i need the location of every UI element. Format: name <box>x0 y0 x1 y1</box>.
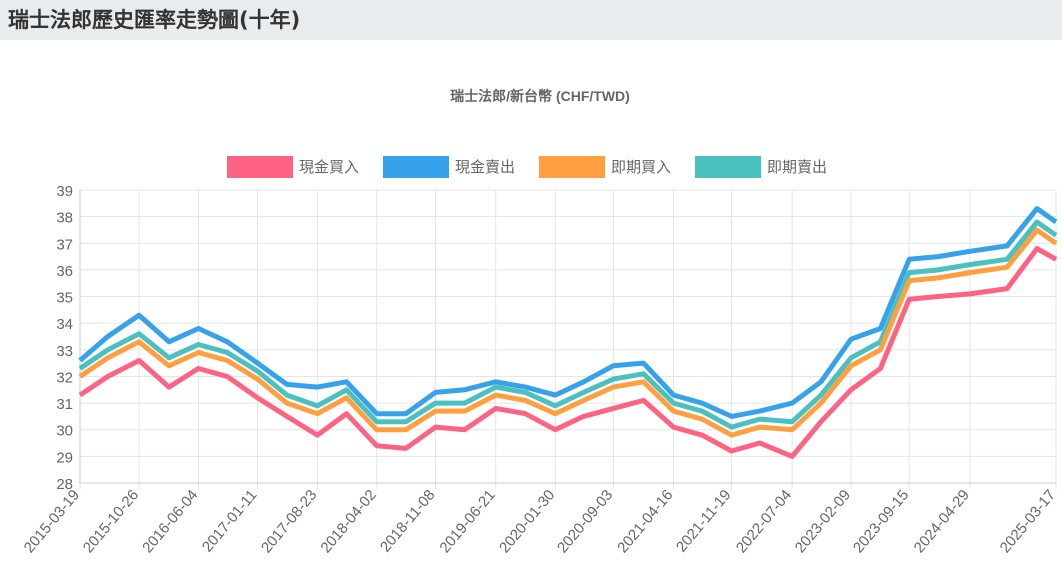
x-axis: 2015-03-192015-10-262016-06-042017-01-11… <box>21 487 1059 557</box>
legend-label: 現金賣出 <box>455 159 515 176</box>
y-tick-label: 36 <box>56 263 73 280</box>
legend-swatch <box>227 156 293 178</box>
y-tick-label: 30 <box>56 423 73 440</box>
y-tick-label: 31 <box>56 396 73 413</box>
x-tick-label: 2015-10-26 <box>80 487 142 557</box>
chart-container: 瑞士法郎/新台幣 (CHF/TWD) 現金買入 現金賣出 即期買入 即期賣出 28 29… <box>0 40 1062 584</box>
exchange-rate-chart: 瑞士法郎/新台幣 (CHF/TWD) 現金買入 現金賣出 即期買入 即期賣出 28 29… <box>21 88 1059 557</box>
x-tick-label: 2017-01-11 <box>199 487 261 556</box>
x-tick-label: 2023-02-09 <box>792 487 854 557</box>
legend-item-3[interactable]: 即期買入 <box>539 156 671 178</box>
series-line-4 <box>78 219 1058 430</box>
x-tick-label: 2020-09-03 <box>554 487 616 557</box>
x-tick-label: 2015-03-19 <box>21 487 83 557</box>
x-tick-label: 2017-08-23 <box>258 487 320 557</box>
y-axis: 28 29 30 31 32 33 34 35 36 37 38 39 <box>56 183 73 493</box>
legend-label: 現金買入 <box>299 159 359 176</box>
legend-item-1[interactable]: 現金買入 <box>227 156 359 178</box>
x-tick-label: 2020-01-30 <box>496 487 558 557</box>
page-title: 瑞士法郎歷史匯率走勢圖(十年) <box>8 8 301 32</box>
series-line-3 <box>78 227 1058 438</box>
y-tick-label: 34 <box>56 316 73 333</box>
y-tick-label: 35 <box>56 290 73 307</box>
legend-swatch <box>695 156 761 178</box>
legend-swatch <box>539 156 605 178</box>
series-lines <box>78 206 1058 459</box>
x-tick-label: 2016-06-04 <box>139 487 201 557</box>
y-tick-label: 39 <box>56 183 73 200</box>
x-tick-label: 2018-04-02 <box>317 487 379 557</box>
y-tick-label: 32 <box>56 369 73 386</box>
y-tick-label: 37 <box>56 236 73 253</box>
x-tick-label: 2021-04-16 <box>614 487 676 557</box>
y-tick-label: 33 <box>56 343 73 360</box>
legend-item-4[interactable]: 即期賣出 <box>695 156 827 178</box>
x-tick-label: 2024-04-29 <box>911 487 973 557</box>
series-line-2 <box>78 206 1058 419</box>
chart-legend: 現金買入 現金賣出 即期買入 即期賣出 <box>227 156 827 178</box>
header-bar <box>0 0 1062 40</box>
chart-grid <box>79 189 1057 489</box>
series-line-1 <box>78 246 1058 459</box>
x-tick-label: 2023-09-15 <box>850 487 912 557</box>
legend-label: 即期買入 <box>611 159 671 176</box>
x-tick-label: 2021-11-19 <box>673 487 735 556</box>
x-tick-label: 2025-03-17 <box>997 487 1059 557</box>
y-tick-label: 28 <box>56 476 73 493</box>
chart-title: 瑞士法郎/新台幣 (CHF/TWD) <box>450 88 630 104</box>
legend-swatch <box>383 156 449 178</box>
y-tick-label: 38 <box>56 210 73 227</box>
y-tick-label: 29 <box>56 449 73 466</box>
x-tick-label: 2018-11-08 <box>377 487 439 556</box>
x-tick-label: 2019-06-21 <box>436 487 498 557</box>
legend-label: 即期賣出 <box>767 159 827 176</box>
x-tick-label: 2022-07-04 <box>733 487 795 557</box>
legend-item-2[interactable]: 現金賣出 <box>383 156 515 178</box>
